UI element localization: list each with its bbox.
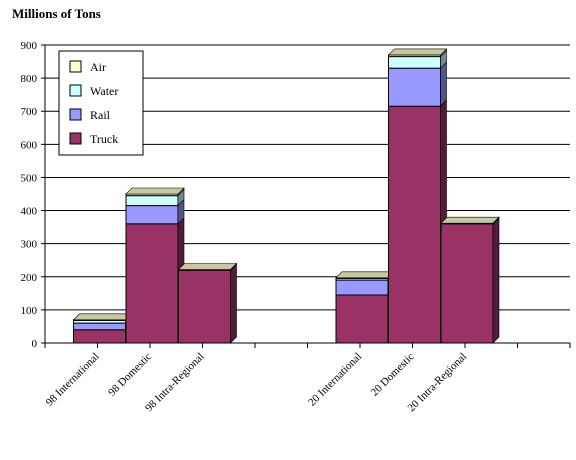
bar-side-face <box>492 217 500 344</box>
bar-segment-rail <box>73 322 126 331</box>
legend-swatch-water <box>69 84 82 97</box>
bar-segment-truck <box>73 329 126 344</box>
y-tick-label: 300 <box>21 239 38 251</box>
axes: 0 100 200 300 400 500 600 700 800 900 <box>21 40 571 350</box>
y-tick-label: 400 <box>21 206 38 218</box>
bar-segment-water <box>125 195 179 207</box>
y-tick-label: 200 <box>21 272 38 284</box>
legend-label-water: Water <box>90 84 118 98</box>
bar-top-face <box>72 313 133 321</box>
y-tick-label: 900 <box>21 40 38 52</box>
y-tick-label: 500 <box>21 172 38 184</box>
bar-segment-water <box>388 56 441 69</box>
bar-top-face <box>177 263 238 270</box>
bar-side-face <box>440 61 447 107</box>
bar-segment-rail <box>335 279 389 296</box>
bar-segment-rail <box>125 205 179 225</box>
bars <box>72 48 500 344</box>
y-tick-label: 600 <box>21 139 38 151</box>
bar-segment-truck <box>388 105 441 344</box>
x-category-label: 20 Domestic <box>369 351 417 399</box>
bar-segment-rail <box>388 67 441 107</box>
bar-segment-truck <box>178 269 231 344</box>
x-category-label: 98 International <box>44 351 102 409</box>
bar-segment-truck <box>440 223 494 344</box>
bar-side-face <box>230 263 237 344</box>
y-tick-label: 700 <box>21 106 38 118</box>
y-tick-label: 800 <box>21 73 38 85</box>
chart-title: Millions of Tons <box>12 6 101 21</box>
bar-segment-truck <box>335 294 389 344</box>
legend-swatch-rail <box>69 108 82 121</box>
x-category-label: 20 International <box>306 351 364 409</box>
bar-top-face <box>387 48 448 56</box>
legend: Air Water Rail Truck <box>58 50 144 156</box>
bar-segment-truck <box>125 223 179 344</box>
y-tick-label: 0 <box>32 338 38 350</box>
legend-swatch-truck <box>69 132 82 145</box>
bar-top-face <box>125 187 185 195</box>
legend-label-rail: Rail <box>90 108 111 122</box>
bar-top-face <box>335 271 395 279</box>
y-tick-label: 100 <box>21 305 38 317</box>
bar-top-face <box>440 216 500 224</box>
legend-swatch-air <box>69 60 82 73</box>
legend-label-truck: Truck <box>90 132 118 146</box>
legend-label-air: Air <box>90 60 106 74</box>
x-category-label: 98 Domestic <box>106 351 154 399</box>
